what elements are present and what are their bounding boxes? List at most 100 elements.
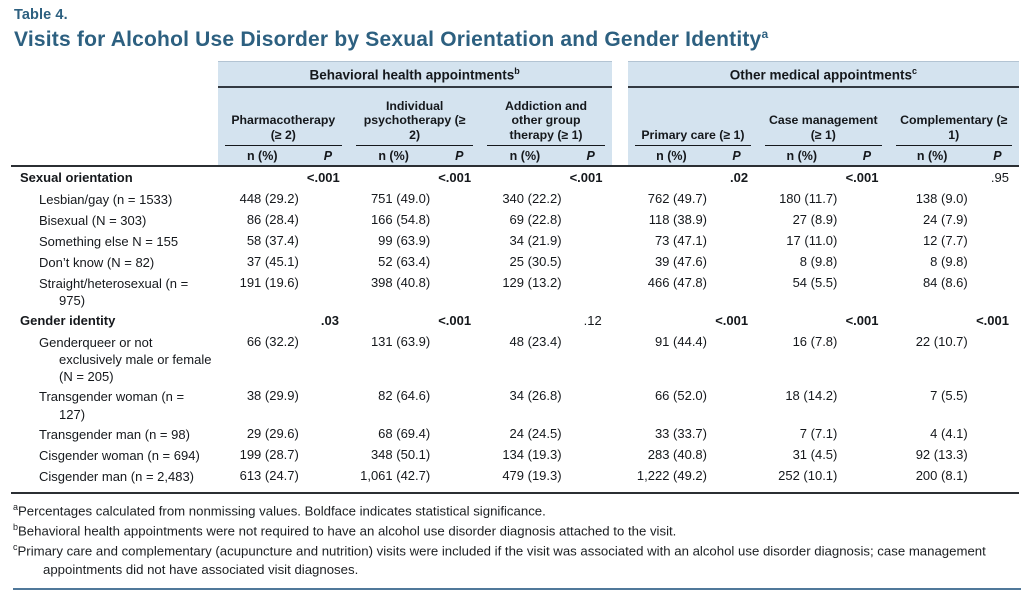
cell-n-pct: 34 (26.8) xyxy=(509,388,562,404)
cell-n-pct: 33 (33.7) xyxy=(654,425,707,441)
cell-n-pct: 4 (4.1) xyxy=(930,425,968,441)
cell-n-pct: 99 (63.9) xyxy=(378,233,431,248)
cell-n-pct: 191 (19.6) xyxy=(239,275,299,290)
p-value: <.001 xyxy=(715,312,749,328)
row-label: Bisexual (N = 303) xyxy=(39,213,147,228)
cell-n-pct: 73 (47.1) xyxy=(654,233,707,248)
p-value: .02 xyxy=(730,170,749,185)
cell-n-pct: 84 (8.6) xyxy=(922,275,968,290)
cell-n-pct: 7 (5.5) xyxy=(930,388,968,404)
group-header-behavioral: Behavioral health appointmentsb xyxy=(217,61,612,88)
cell-n-pct: 66 (52.0) xyxy=(654,388,707,404)
footnote-a: aPercentages calculated from nonmissing … xyxy=(13,501,546,519)
table-row: Something else N = 155 58 (37.4) 99 (63.… xyxy=(11,230,1019,251)
p-header: P xyxy=(569,146,612,167)
cell-n-pct: 24 (24.5) xyxy=(509,425,562,441)
cell-n-pct: 1,222 (49.2) xyxy=(627,464,715,494)
col-header-complementary: Complementary (≥ 1) xyxy=(888,87,1019,146)
group-label: Behavioral health appointments xyxy=(309,67,515,83)
cell-n-pct: 18 (14.2) xyxy=(785,388,838,404)
p-value: .12 xyxy=(583,312,602,328)
section-header-row: Gender identity .03 <.001 .12 <.001 <.00… xyxy=(11,309,1019,331)
row-label: Cisgender man (n = 2,483) xyxy=(11,464,218,494)
table-row: Cisgender man (n = 2,483) 613 (24.7) 1,0… xyxy=(11,464,1019,494)
row-label: Something else N = 155 xyxy=(39,234,179,249)
cell-n-pct: 199 (28.7) xyxy=(239,446,299,462)
table-row: Transgender woman (n = 127) 38 (29.9) 82… xyxy=(11,385,1019,423)
table-row: Cisgender woman (n = 694) 199 (28.7) 348… xyxy=(11,443,1019,465)
row-label: Genderqueer or not exclusively male or f… xyxy=(39,334,212,385)
footnote-marker: c xyxy=(13,541,18,552)
stub-spacer xyxy=(11,146,218,167)
p-header: P xyxy=(845,146,889,167)
stub-spacer xyxy=(11,62,218,88)
row-label: Don’t know (N = 82) xyxy=(39,255,155,270)
page-title: Visits for Alcohol Use Disorder by Sexua… xyxy=(14,27,1019,52)
subheader-row: n (%) P n (%) P n (%) P n (%) P n (%) P n (%)… xyxy=(11,146,1019,167)
footnote-c: cPrimary care and complementary (acupunc… xyxy=(13,541,986,577)
footnote-marker: c xyxy=(912,65,918,76)
title-text: Visits for Alcohol Use Disorder by Sexua… xyxy=(14,28,762,51)
footnote-marker: b xyxy=(514,65,520,76)
cell-n-pct: 613 (24.7) xyxy=(217,464,307,494)
table-row: Lesbian/gay (n = 1533) 448 (29.2) 751 (4… xyxy=(11,188,1019,209)
cell-n-pct: 69 (22.8) xyxy=(509,212,562,227)
cell-n-pct: 37 (45.1) xyxy=(246,254,299,269)
group-label: Other medical appointments xyxy=(729,67,913,83)
p-value: .03 xyxy=(320,312,339,328)
footnote-marker: a xyxy=(13,501,19,512)
cell-n-pct: 118 (38.9) xyxy=(648,212,707,227)
table-row: Transgender man (n = 98) 29 (29.6) 68 (6… xyxy=(11,422,1019,444)
title-footnote-marker: a xyxy=(761,27,769,41)
p-header: P xyxy=(715,146,759,167)
cell-n-pct: 16 (7.8) xyxy=(792,333,838,349)
table-row: Straight/heterosexual (n = 975) 191 (19.… xyxy=(11,272,1019,310)
cell-n-pct: 7 (7.1) xyxy=(799,425,838,441)
cell-n-pct: 29 (29.6) xyxy=(246,425,299,441)
p-header: P xyxy=(306,146,349,167)
cell-n-pct: 283 (40.8) xyxy=(647,446,707,462)
col-header-pharmacotherapy: Pharmacotherapy (≥ 2) xyxy=(217,87,349,146)
n-pct-header: n (%) xyxy=(758,146,846,167)
table-row: Bisexual (N = 303) 86 (28.4) 166 (54.8) … xyxy=(11,209,1019,230)
p-value: <.001 xyxy=(845,170,879,185)
cell-n-pct: 24 (7.9) xyxy=(922,212,968,227)
cell-n-pct: 66 (32.2) xyxy=(246,333,299,349)
p-value: <.001 xyxy=(438,170,472,185)
cell-n-pct: 82 (64.6) xyxy=(378,388,431,404)
n-pct-header: n (%) xyxy=(348,146,439,167)
cell-n-pct: 762 (49.7) xyxy=(647,191,707,206)
column-header-row: Pharmacotherapy (≥ 2) Individual psychot… xyxy=(11,87,1019,146)
p-value: <.001 xyxy=(438,312,472,328)
cell-n-pct: 92 (13.3) xyxy=(915,446,968,462)
cell-n-pct: 31 (4.5) xyxy=(792,446,838,462)
cell-n-pct: 25 (30.5) xyxy=(509,254,562,269)
cell-n-pct: 134 (19.3) xyxy=(502,446,562,462)
section-header-row: Sexual orientation <.001 <.001 <.001 .02… xyxy=(11,166,1019,188)
cell-n-pct: 48 (23.4) xyxy=(509,333,562,349)
cell-n-pct: 91 (44.4) xyxy=(654,333,707,349)
cell-n-pct: 751 (49.0) xyxy=(370,191,431,206)
cell-n-pct: 348 (50.1) xyxy=(370,446,431,462)
footnote-b: bBehavioral health appointments were not… xyxy=(13,521,677,539)
cell-n-pct: 398 (40.8) xyxy=(370,275,431,290)
cell-n-pct: 166 (54.8) xyxy=(370,212,431,227)
col-header-primary-care: Primary care (≥ 1) xyxy=(627,87,759,146)
column-gap xyxy=(611,87,628,146)
cell-n-pct: 448 (29.2) xyxy=(239,191,299,206)
cell-n-pct: 38 (29.9) xyxy=(246,388,299,404)
data-table: Behavioral health appointmentsb Other me… xyxy=(11,61,1019,494)
cell-n-pct: 200 (8.1) xyxy=(888,464,976,494)
stub-spacer xyxy=(11,87,218,146)
cell-n-pct: 34 (21.9) xyxy=(509,233,562,248)
n-pct-header: n (%) xyxy=(480,146,570,167)
footnote-marker: b xyxy=(13,521,19,532)
cell-n-pct: 180 (11.7) xyxy=(779,191,838,206)
cell-n-pct: 54 (5.5) xyxy=(792,275,838,290)
column-gap xyxy=(611,146,628,167)
n-pct-header: n (%) xyxy=(217,146,307,167)
cell-n-pct: 340 (22.2) xyxy=(502,191,562,206)
cell-n-pct: 22 (10.7) xyxy=(915,333,968,349)
cell-n-pct: 131 (63.9) xyxy=(370,333,431,349)
cell-n-pct: 479 (19.3) xyxy=(480,464,570,494)
